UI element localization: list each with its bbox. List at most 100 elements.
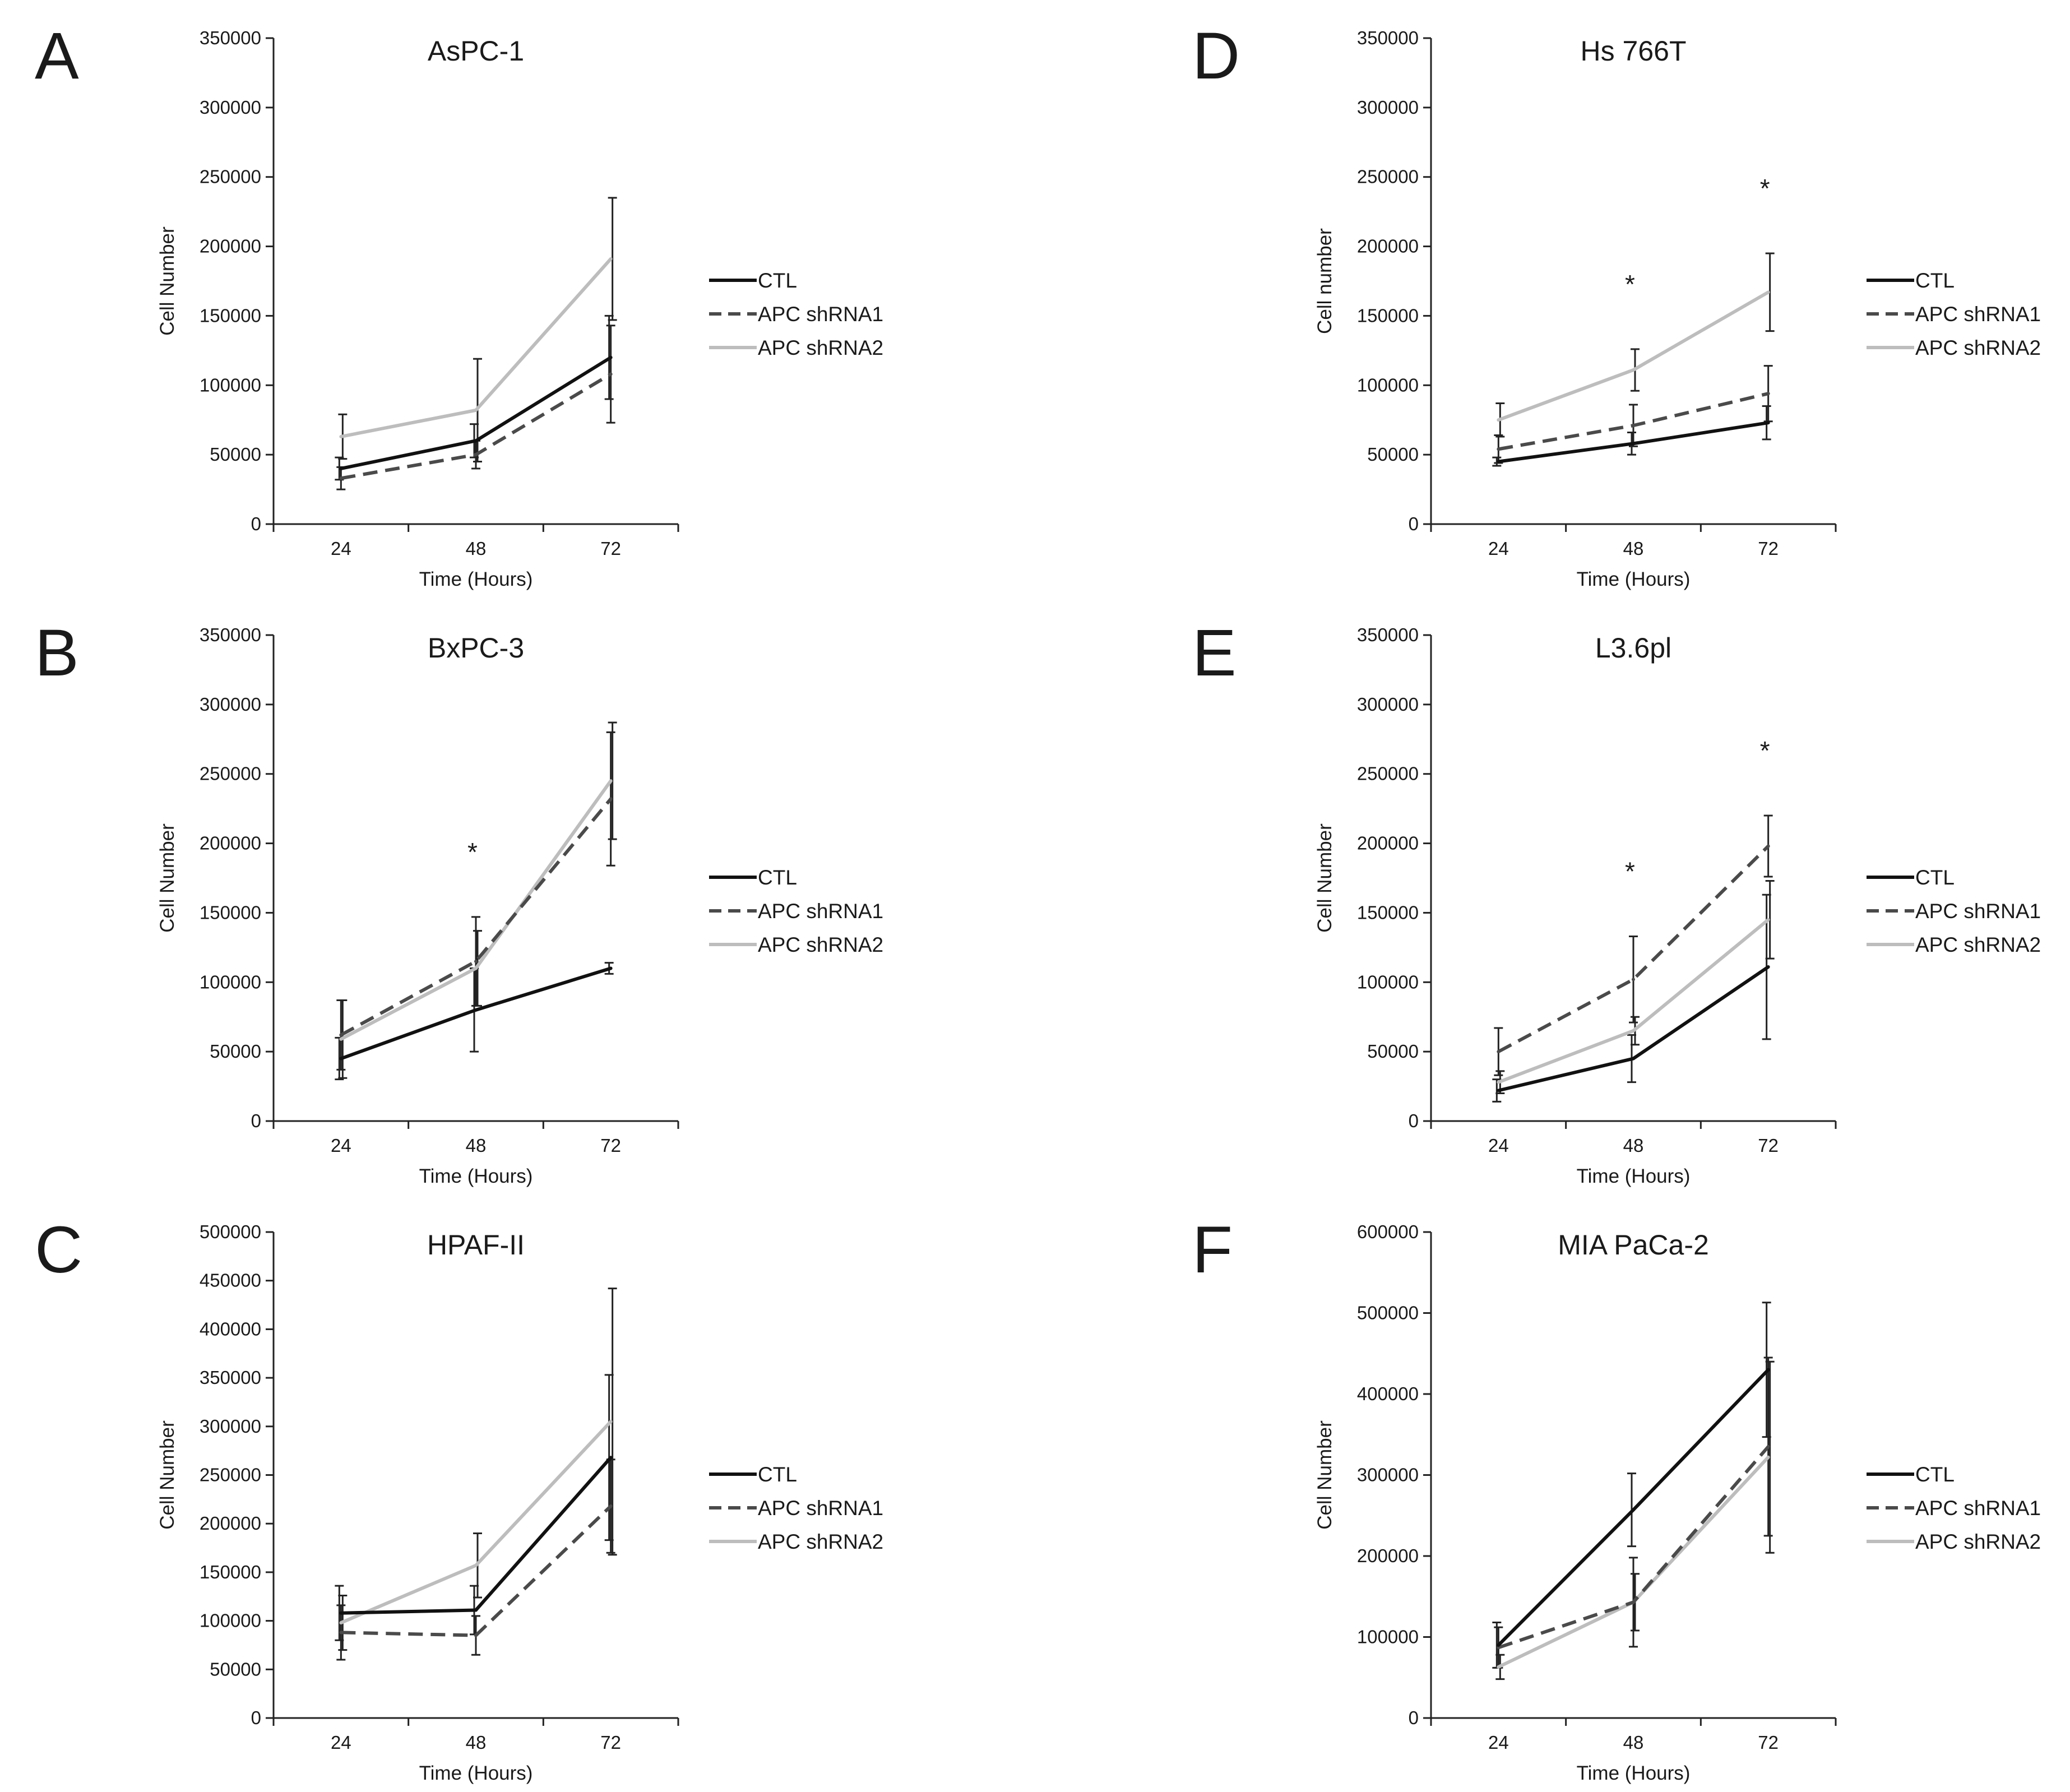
legend-label: APC shRNA1 [758, 1497, 883, 1520]
y-tick-label: 600000 [1357, 1221, 1419, 1242]
legend-label: CTL [758, 1463, 797, 1486]
data-point [1766, 844, 1770, 848]
data-point [474, 1633, 478, 1637]
data-point [1632, 1029, 1635, 1032]
data-point [609, 779, 613, 783]
y-tick-label: 250000 [1357, 763, 1419, 784]
y-tick-label: 200000 [1357, 236, 1419, 257]
chart-panel-d: D Hs 766T 0 50000 100000 150000 200000 250000 30… [1192, 19, 2041, 590]
data-point [1632, 1600, 1635, 1604]
data-point [1632, 368, 1635, 372]
data-point [1766, 421, 1770, 425]
x-tick-label: 48 [466, 1732, 487, 1753]
x-tick-label: 72 [600, 1732, 621, 1753]
y-tick-label: 300000 [1357, 1465, 1419, 1485]
data-point [339, 1621, 343, 1625]
x-tick-label: 24 [1488, 1732, 1509, 1753]
x-tick-label: 72 [1758, 1732, 1779, 1753]
series-line-apc-shrna1 [1497, 845, 1770, 1053]
y-tick-label: 100000 [200, 971, 261, 992]
x-tick-label: 48 [1623, 538, 1644, 559]
data-point [474, 960, 478, 964]
data-point [1766, 392, 1770, 396]
y-tick-label: 300000 [200, 694, 261, 715]
y-tick-label: 150000 [200, 1562, 261, 1582]
data-point [609, 372, 613, 376]
y-tick-label: 350000 [200, 1367, 261, 1388]
legend-label: CTL [758, 269, 797, 292]
x-axis-label: Time (Hours) [419, 1165, 533, 1187]
y-tick-label: 200000 [1357, 833, 1419, 854]
y-tick-label: 350000 [1357, 27, 1419, 48]
x-tick-label: 24 [1488, 538, 1509, 559]
x-tick-label: 48 [1623, 1135, 1644, 1156]
y-tick-label: 300000 [200, 1416, 261, 1437]
x-tick-label: 72 [600, 538, 621, 559]
y-tick-label: 200000 [1357, 1545, 1419, 1566]
y-tick-label: 500000 [1357, 1303, 1419, 1323]
legend-label: APC shRNA1 [1915, 900, 2041, 923]
data-point [339, 476, 343, 480]
chart-panel-b: B BxPC-3 0 50000 100000 150000 200000 250000 300… [35, 616, 883, 1187]
y-tick-label: 350000 [200, 624, 261, 645]
legend-label: APC shRNA2 [1915, 336, 2041, 359]
legend-label: APC shRNA1 [758, 303, 883, 326]
y-tick-label: 350000 [1357, 624, 1419, 645]
y-axis-label: Cell Number [156, 823, 178, 933]
y-tick-label: 50000 [210, 1041, 261, 1062]
data-point [609, 257, 613, 261]
chart-title: HPAF-II [427, 1229, 525, 1261]
data-point [1497, 1665, 1501, 1669]
y-axis-label: Cell Number [156, 1420, 178, 1530]
legend-label: APC shRNA2 [758, 336, 883, 359]
legend-label: APC shRNA2 [1915, 1530, 2041, 1553]
data-point [1766, 1444, 1770, 1448]
data-point [1497, 1080, 1501, 1084]
x-tick-label: 72 [1758, 538, 1779, 559]
y-tick-label: 300000 [1357, 694, 1419, 715]
y-tick-label: 50000 [210, 1659, 261, 1679]
data-point [1632, 1508, 1635, 1512]
significance-asterisk: * [1760, 174, 1770, 203]
data-point [609, 355, 613, 359]
y-tick-label: 250000 [1357, 166, 1419, 187]
y-tick-label: 50000 [1367, 444, 1419, 465]
y-tick-label: 0 [1409, 1110, 1419, 1131]
data-point [1632, 1057, 1635, 1061]
y-tick-label: 50000 [1367, 1041, 1419, 1062]
y-tick-label: 0 [1409, 513, 1419, 534]
data-point [339, 434, 343, 438]
data-point [1766, 918, 1770, 922]
legend-label: CTL [1915, 866, 1955, 889]
data-point [339, 1057, 343, 1061]
legend-label: CTL [1915, 269, 1955, 292]
significance-asterisk: * [467, 837, 478, 867]
data-point [1632, 978, 1635, 981]
data-point [339, 1037, 343, 1041]
data-point [339, 1631, 343, 1634]
data-point [1632, 424, 1635, 428]
y-tick-label: 50000 [210, 444, 261, 465]
legend-label: APC shRNA2 [1915, 933, 2041, 956]
significance-asterisk: * [1760, 736, 1770, 765]
y-tick-label: 0 [251, 1110, 261, 1131]
data-point [1766, 290, 1770, 294]
chart-title: L3.6pl [1595, 632, 1671, 664]
y-tick-label: 400000 [1357, 1383, 1419, 1404]
chart-title: MIA PaCa-2 [1558, 1229, 1709, 1261]
data-point [1497, 1646, 1501, 1650]
data-point [339, 1033, 343, 1037]
data-point [474, 408, 478, 412]
legend-label: CTL [758, 866, 797, 889]
data-point [474, 1008, 478, 1012]
data-point [609, 1504, 613, 1508]
data-point [1497, 1089, 1501, 1092]
x-tick-label: 24 [1488, 1135, 1509, 1156]
series-line-apc-shrna2 [340, 1420, 612, 1624]
panel-letter: C [35, 1213, 82, 1287]
data-point [1766, 1368, 1770, 1372]
y-tick-label: 250000 [200, 166, 261, 187]
chart-panel-c: C HPAF-II 0 50000 100000 150000 200000 250000 30… [35, 1213, 883, 1784]
y-axis-label: Cell Number [156, 226, 178, 336]
